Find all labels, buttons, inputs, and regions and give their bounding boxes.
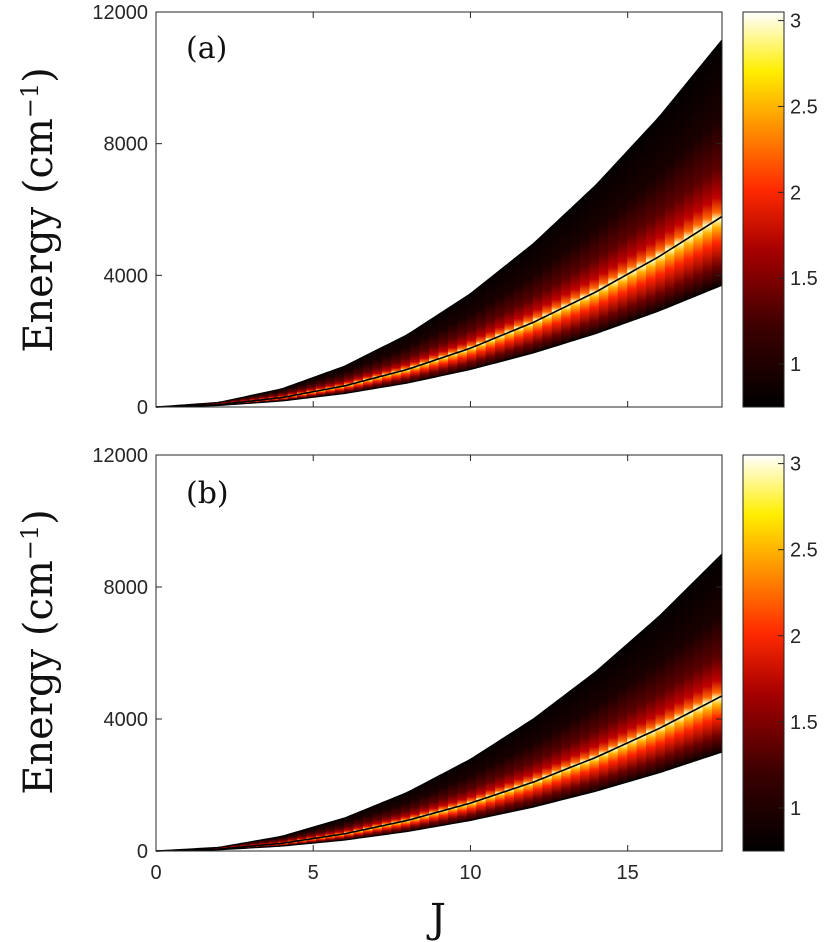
y-tick-label-b-2: 8000 <box>104 577 149 599</box>
y-tick-label-b-1: 4000 <box>104 709 149 731</box>
x-tick-label-b-1: 5 <box>308 862 319 884</box>
colorbar-tick-label-b-2: 2 <box>790 626 801 648</box>
band-lower-edge-a <box>155 284 723 408</box>
x-tick-label-b-0: 0 <box>150 862 161 884</box>
colorbar-tick-label-a-4: 3 <box>790 11 801 33</box>
y-axis-title-sup-b: −1 <box>16 525 44 560</box>
panel-a: 0 4000 8000 12000 (a) Energy (cm−1) 1 1.5 2 2.… <box>16 2 818 419</box>
y-tick-label-a-3: 12000 <box>92 2 148 24</box>
center-line-a <box>155 215 723 408</box>
x-tick-label-b-2: 10 <box>459 862 481 884</box>
center-line-b <box>155 695 723 852</box>
y-axis-title-text-a: Energy (cm <box>16 118 62 353</box>
energy-band-a <box>156 39 722 408</box>
axes-frame-b <box>155 454 723 852</box>
y-axis-title-close-b: ) <box>16 509 62 525</box>
axes-frame-a <box>155 11 723 408</box>
band-lower-edge-b <box>155 751 723 852</box>
y-tick-label-a-1: 4000 <box>104 265 149 287</box>
colorbar-tick-label-a-2: 2 <box>790 182 801 204</box>
y-axis-title-close-a: ) <box>16 67 62 83</box>
y-tick-label-a-2: 8000 <box>104 134 149 156</box>
colorbar-a <box>742 11 785 408</box>
colorbar-tick-label-a-3: 2.5 <box>790 96 818 118</box>
band-upper-edge-b <box>155 553 723 852</box>
y-tick-label-b-0: 0 <box>137 841 148 863</box>
colorbar-tick-label-a-1: 1.5 <box>790 268 818 290</box>
colorbar-tick-label-b-3: 2.5 <box>790 540 818 562</box>
y-axis-title-sup-a: −1 <box>16 83 44 118</box>
x-axis-title: J <box>426 896 446 942</box>
panel-b: 0 4000 8000 12000 0 5 10 15 (b) Energy (cm−1) 1… <box>16 445 818 884</box>
y-tick-label-b-3: 12000 <box>92 445 148 467</box>
colorbar-tick-label-b-0: 1 <box>790 798 801 820</box>
x-tick-label-b-3: 15 <box>617 862 639 884</box>
y-axis-title-b: Energy (cm−1) <box>16 509 62 795</box>
colorbar-tick-label-a-0: 1 <box>790 354 801 376</box>
colorbar-b <box>742 454 785 852</box>
colorbar-tick-label-b-1: 1.5 <box>790 712 818 734</box>
colorbar-tick-label-b-4: 3 <box>790 454 801 476</box>
y-tick-label-a-0: 0 <box>137 397 148 419</box>
y-axis-title-text-b: Energy (cm <box>16 560 62 795</box>
panel-label-a: (a) <box>186 31 227 66</box>
energy-band-b <box>156 554 722 851</box>
band-upper-edge-a <box>155 39 723 408</box>
panel-label-b: (b) <box>186 476 229 511</box>
y-axis-title-a: Energy (cm−1) <box>16 67 62 353</box>
